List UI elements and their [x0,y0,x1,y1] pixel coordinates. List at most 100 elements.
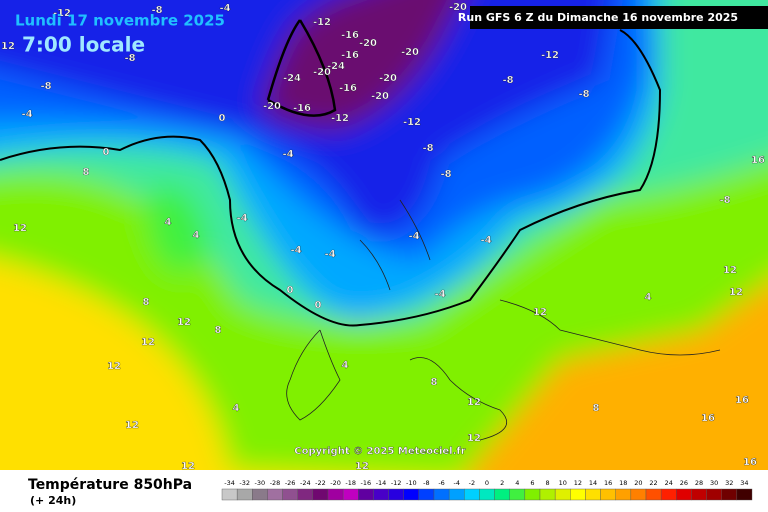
contour-label: 12 [355,461,369,472]
contour-label: -12 [331,113,349,124]
scale-swatch [312,488,329,501]
contour-label: -12 [313,17,331,28]
contour-label: -8 [502,75,513,86]
scale-label: 10 [559,479,567,487]
run-box [470,6,768,29]
contour-label: 4 [233,403,240,414]
scale-swatch [418,488,435,501]
scale-label: 14 [589,479,597,487]
scale-swatch [282,488,298,501]
scale-label: -6 [438,479,444,487]
scale-swatch [539,488,556,501]
scale-swatch [570,488,586,501]
scale-label: -22 [315,479,326,487]
scale-label: -2 [469,479,475,487]
contour-label: -4 [434,289,445,300]
contour-label: -12 [53,8,71,19]
scale-label: -34 [224,479,235,487]
scale-swatch [721,488,738,501]
contour-label: -12 [403,117,421,128]
contour-label: 12 [729,287,743,298]
color-scale: -34 -32 -30 -28 -26 -24 -22 -20 -18 -16 -14 -12 -10-… [221,479,753,501]
scale-label: -30 [255,479,266,487]
scale-label: 6 [530,479,534,487]
contour-label: 16 [751,155,765,166]
scale-label: -10 [406,479,417,487]
contour-label: -4 [480,235,491,246]
contour-label: -24 [283,73,301,84]
contour-label: 12 [467,397,481,408]
contour-label: -8 [440,169,451,180]
scale-swatch [479,488,495,501]
scale-swatch [524,488,541,501]
contour-label: 12 [723,265,737,276]
scale-label: -4 [453,479,459,487]
contour-label: -16 [293,103,311,114]
scale-swatch [297,488,314,501]
contour-label: 0 [219,113,226,124]
scale-swatch [600,488,616,501]
scale-label: -18 [345,479,356,487]
contour-label: 16 [735,395,749,406]
contour-label: -8 [124,53,135,64]
contour-label: -4 [219,3,230,14]
contour-label: 12 [141,337,155,348]
scale-swatch [433,488,450,501]
scale-swatch [660,488,677,501]
contour-label: 0 [287,285,294,296]
scale-label: -8 [423,479,429,487]
contour-label: 4 [165,217,172,228]
scale-label: 18 [619,479,627,487]
contour-label: -16 [339,83,357,94]
scale-swatch [267,488,283,501]
scale-label: -32 [239,479,250,487]
scale-label: 32 [725,479,733,487]
scale-swatch [630,488,647,501]
contour-label: -20 [401,47,419,58]
contour-label: 8 [83,167,90,178]
scale-swatch [509,488,526,501]
forecast-date: Lundi 17 novembre 2025 [15,12,225,30]
forecast-time: 7:00 locale [22,33,145,57]
contours [0,19,662,327]
scale-label: 2 [500,479,504,487]
scale-swatch [252,488,268,501]
contour-label: -8 [578,89,589,100]
scale-swatch [388,488,404,501]
scale-swatch [358,488,374,501]
contour-label: 12 [13,223,27,234]
scale-swatch [736,488,753,501]
scale-swatch [645,488,662,501]
contour-label: -20 [371,91,389,102]
scale-swatch [236,488,253,501]
contour-label: 12 [181,461,195,472]
scale-label: -24 [300,479,311,487]
contour-label: -4 [408,231,419,242]
contour-label: 16 [743,457,757,468]
scale-label: 30 [710,479,718,487]
contour-label: -8 [719,195,730,206]
contour-label: 12 [177,317,191,328]
contour-label: -20 [359,38,377,49]
footer-subtitle: (+ 24h) [30,494,76,507]
scale-label: 0 [485,479,489,487]
contour-label: 0 [315,300,322,311]
scale-label: 16 [604,479,612,487]
scale-swatch [585,488,601,501]
copyright: Copyright © 2025 Meteociel.fr [294,446,465,457]
scale-label: 20 [634,479,642,487]
contour-label: 12 [125,420,139,431]
scale-swatch [464,488,480,501]
contour-label: -16 [341,50,359,61]
scale-label: 22 [649,479,657,487]
scale-label: -26 [285,479,296,487]
contour-label: 12 [533,307,547,318]
scale-label: -14 [376,479,387,487]
contour-label: 8 [431,377,438,388]
run-info: Run GFS 6 Z du Dimanche 16 novembre 2025 [458,11,738,24]
scale-swatch [403,488,420,501]
scale-swatch [615,488,632,501]
contour-label: 4 [645,292,652,303]
